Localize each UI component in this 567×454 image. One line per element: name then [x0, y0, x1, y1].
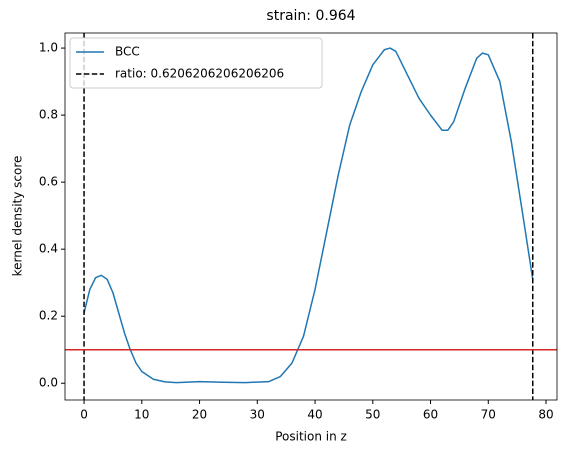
x-tick-label: 80 — [538, 408, 553, 422]
x-tick-label: 70 — [481, 408, 496, 422]
x-tick-label: 20 — [192, 408, 207, 422]
x-tick-label: 30 — [250, 408, 265, 422]
y-tick-label: 0.2 — [39, 309, 58, 323]
data-line — [83, 47, 534, 384]
y-tick-label: 0.6 — [39, 175, 58, 189]
x-axis-label: Position in z — [275, 430, 347, 444]
y-axis-label: kernel density score — [11, 156, 25, 277]
x-tick-label: 50 — [365, 408, 380, 422]
y-tick-label: 1.0 — [39, 41, 58, 55]
x-tick-label: 60 — [423, 408, 438, 422]
chart-title: strain: 0.964 — [266, 8, 355, 24]
y-tick-label: 0.0 — [39, 376, 58, 390]
x-tick-label: 40 — [307, 408, 322, 422]
y-tick-label: 0.8 — [39, 108, 58, 122]
plot-frame — [64, 32, 558, 401]
legend-label: BCC — [115, 45, 140, 59]
legend-box — [69, 37, 323, 89]
x-tick-label: 0 — [80, 408, 88, 422]
y-tick-label: 0.4 — [39, 242, 58, 256]
legend-label: ratio: 0.6206206206206206 — [115, 67, 284, 81]
x-tick-label: 10 — [134, 408, 149, 422]
